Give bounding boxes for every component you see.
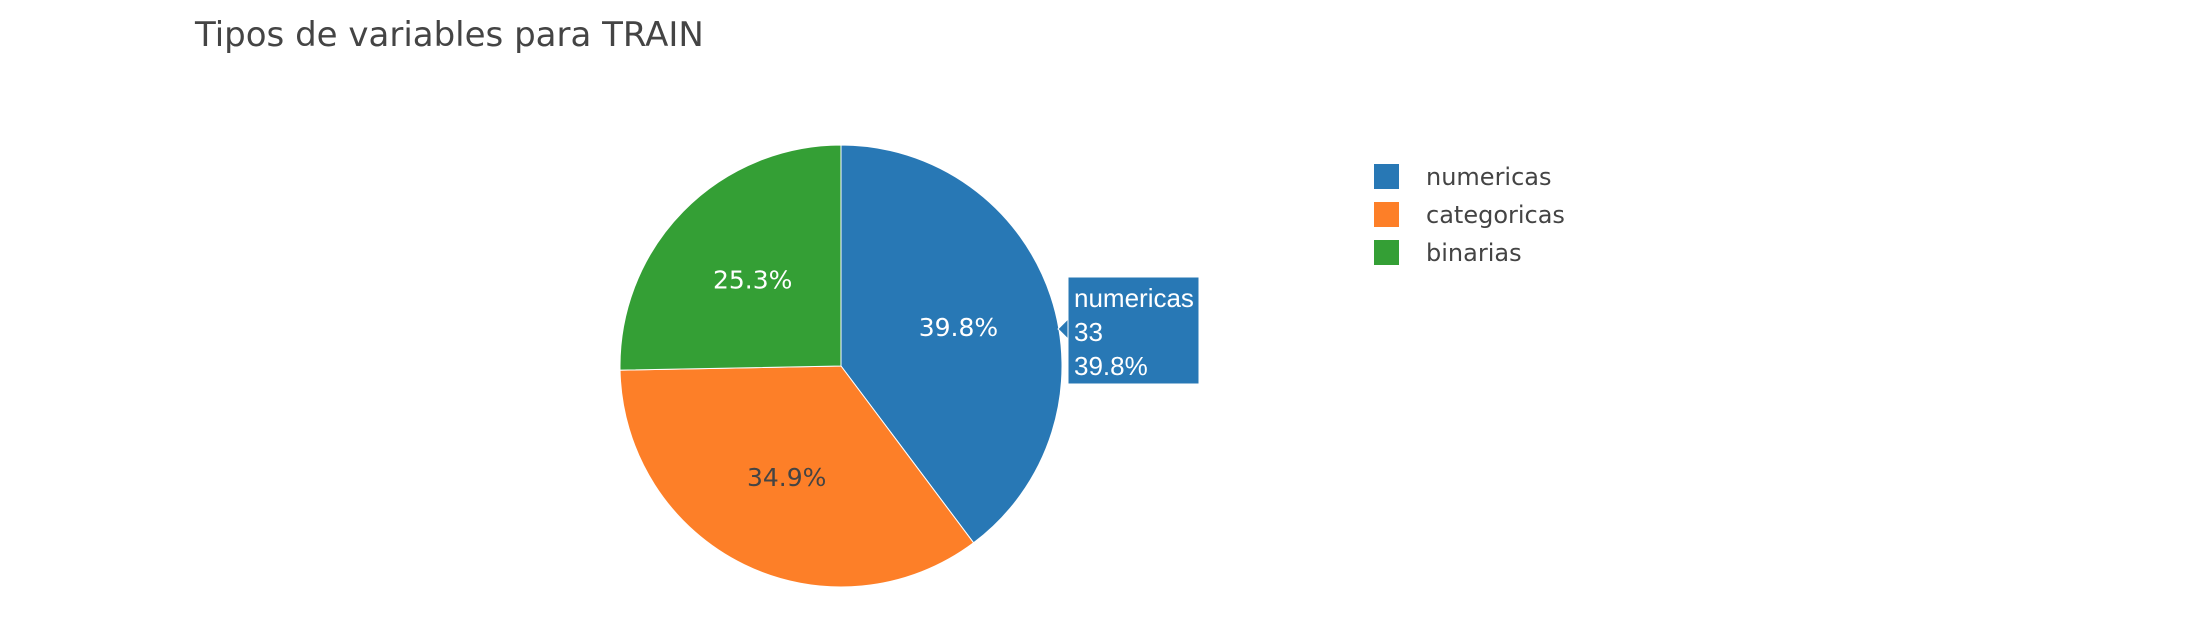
legend: numericas categoricas binarias bbox=[1374, 163, 1565, 267]
pie-slice-binarias[interactable] bbox=[619, 144, 842, 371]
tooltip-pointer bbox=[1057, 317, 1069, 341]
legend-label-binarias: binarias bbox=[1426, 239, 1522, 267]
slice-label-binarias: 25.3% bbox=[713, 265, 792, 294]
legend-item-categoricas[interactable]: categoricas bbox=[1374, 201, 1565, 229]
legend-swatch-categoricas bbox=[1374, 202, 1399, 227]
pie-slices bbox=[619, 144, 1063, 588]
tooltip-box bbox=[1067, 276, 1200, 385]
tooltip-line-2: 39.8% bbox=[1074, 351, 1148, 381]
legend-swatch-numericas bbox=[1374, 164, 1399, 189]
legend-swatch-binarias bbox=[1374, 240, 1399, 265]
legend-label-categoricas: categoricas bbox=[1426, 201, 1565, 229]
pie-slice-numericas[interactable] bbox=[840, 144, 1063, 544]
chart-title: Tipos de variables para TRAIN bbox=[194, 15, 704, 55]
slice-label-numericas: 39.8% bbox=[919, 313, 998, 342]
tooltip-line-1: 33 bbox=[1074, 317, 1103, 347]
legend-item-numericas[interactable]: numericas bbox=[1374, 163, 1552, 191]
slice-label-categoricas: 34.9% bbox=[747, 463, 826, 492]
pie-slice-categoricas[interactable] bbox=[619, 365, 975, 588]
legend-item-binarias[interactable]: binarias bbox=[1374, 239, 1522, 267]
slice-labels: 39.8% 34.9% 25.3% bbox=[713, 265, 998, 492]
tooltip-line-0: numericas bbox=[1074, 283, 1194, 313]
legend-label-numericas: numericas bbox=[1426, 163, 1552, 191]
hover-tooltip: numericas 33 39.8% bbox=[1057, 276, 1200, 385]
